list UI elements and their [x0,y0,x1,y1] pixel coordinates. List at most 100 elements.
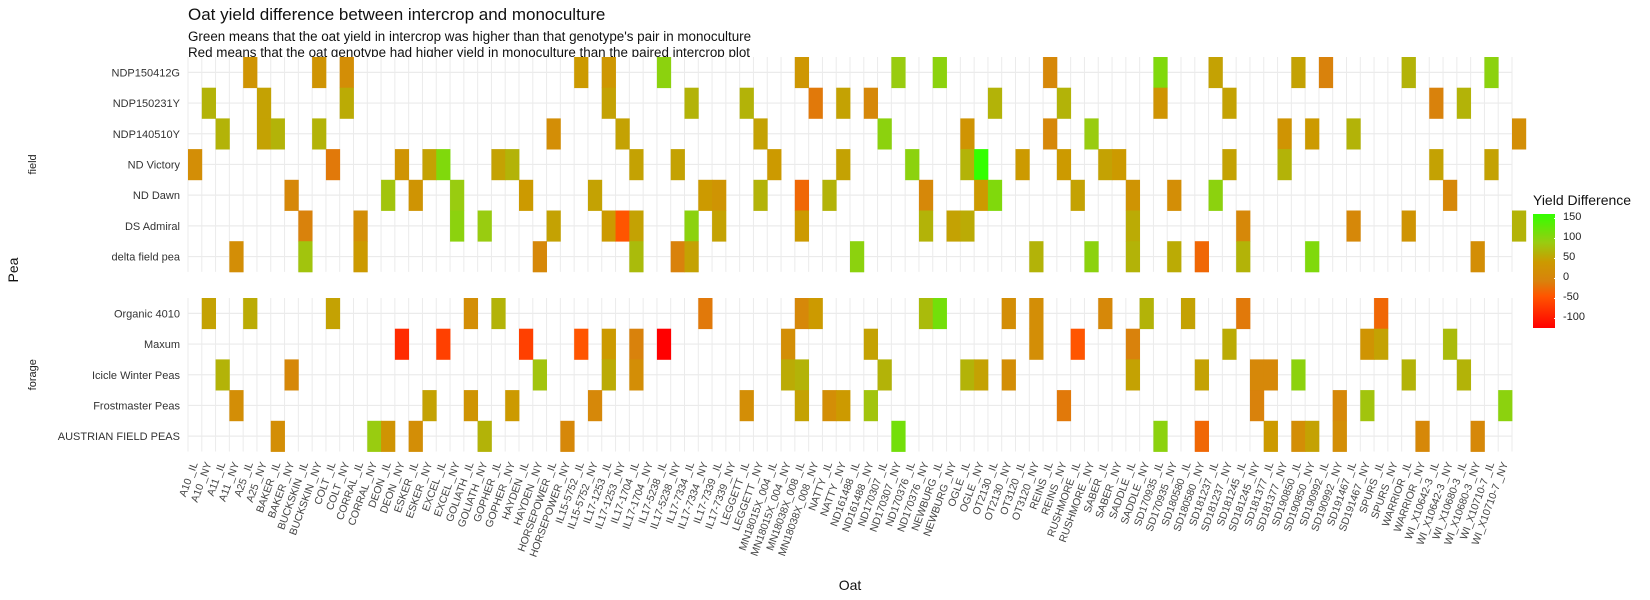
y-tick-label: Frostmaster Peas [93,400,180,412]
heatmap-cell [808,87,823,119]
y-tick-label: ND Victory [128,159,181,171]
legend-tick: 150 [1553,211,1582,223]
heatmap-cell [1222,328,1237,360]
heatmap-cell [794,359,810,391]
heatmap-cell [1125,359,1141,391]
heatmap-cell [270,118,285,150]
heatmap-cell [1098,149,1113,181]
heatmap-cell [381,179,396,211]
heatmap-cell [601,87,616,119]
legend-tick: 100 [1553,231,1582,243]
heatmap-cell [1167,179,1182,211]
heatmap-cell [960,359,975,391]
heatmap-cell [1194,241,1209,273]
heatmap-cell [436,328,451,360]
heatmap-cell [1332,420,1347,452]
heatmap-cell [767,149,782,181]
heatmap-cell [1512,118,1527,150]
heatmap-cell [339,87,354,119]
heatmap-cell [1263,359,1278,391]
heatmap-cell [215,118,230,150]
heatmap-cell [739,390,754,422]
heatmap-cell [243,298,258,330]
heatmap-cell [822,390,837,422]
heatmap-cell [877,359,892,391]
heatmap-cell [1498,390,1513,422]
facet-strip-label: forage [27,359,39,390]
heatmap-cell [408,420,423,452]
heatmap-cell [381,420,396,452]
heatmap-cell [229,390,244,422]
heatmap-cell [256,87,272,119]
heatmap-cell [1512,210,1527,242]
heatmap-cell [367,420,382,452]
heatmap-cell [629,241,644,273]
heatmap-cell [1374,328,1389,360]
heatmap-cell [946,210,961,242]
heatmap-cell [1236,241,1251,273]
y-tick-label: NDP140510Y [113,129,181,141]
heatmap-cell [960,118,975,150]
heatmap-cell [1346,210,1361,242]
y-tick-label: NDP150231Y [113,98,181,110]
heatmap-cell [1056,390,1072,422]
heatmap-cell [1484,57,1499,89]
heatmap-cell [1456,359,1472,391]
heatmap-cell [1332,390,1347,422]
heatmap-cell [1305,241,1320,273]
subtitle-line-1: Green means that the oat yield in interc… [188,29,752,44]
heatmap-cell [298,210,313,242]
heatmap-cell [1125,328,1141,360]
heatmap-cell [891,57,906,89]
heatmap-cell [712,179,727,211]
heatmap-cell [229,241,244,273]
heatmap-cell [312,118,327,150]
heatmap-cell [325,298,341,330]
heatmap-cell [353,210,368,242]
heatmap-cell [188,149,203,181]
heatmap-cell [987,179,1003,211]
legend-title: Yield Difference [1533,192,1632,208]
heatmap-cell [463,390,479,422]
heatmap-cell [698,298,713,330]
heatmap-cell [1001,359,1016,391]
heatmap-cell [794,210,810,242]
heatmap-cell [629,210,644,242]
heatmap-cell [1374,298,1389,330]
heatmap-cell [1415,420,1430,452]
heatmap-cell [1222,87,1237,119]
heatmap-cell [339,57,354,89]
heatmap-cell [836,149,851,181]
heatmap-cell [656,328,672,360]
heatmap-cell [781,328,796,360]
heatmap-cell [477,210,492,242]
heatmap-cell [670,149,685,181]
heatmap-cell [1305,420,1320,452]
heatmap-cell [450,179,465,211]
heatmap-cell [808,298,823,330]
heatmap-cell [1125,179,1141,211]
heatmap-cell [1470,420,1485,452]
heatmap-cell [1139,298,1154,330]
heatmap-cell [422,149,437,181]
heatmap-cell [436,149,451,181]
heatmap-cell [1084,118,1099,150]
heatmap-cell [1443,328,1458,360]
heatmap-cell [1029,298,1044,330]
heatmap-cell [215,359,230,391]
y-tick-label: DS Admiral [125,221,180,233]
heatmap-cell [1470,241,1485,273]
heatmap-cell [1443,179,1458,211]
heatmap-cell [270,420,285,452]
heatmap-cell [1456,87,1472,119]
heatmap-cell [1125,210,1141,242]
heatmap-cell [519,179,534,211]
heatmap-cell [918,210,934,242]
legend-tick: -100 [1553,311,1586,323]
heatmap-cell [1360,328,1375,360]
heatmap-cell [491,298,506,330]
heatmap-cell [891,420,906,452]
heatmap-cell [1277,118,1292,150]
heatmap-cell [987,87,1003,119]
